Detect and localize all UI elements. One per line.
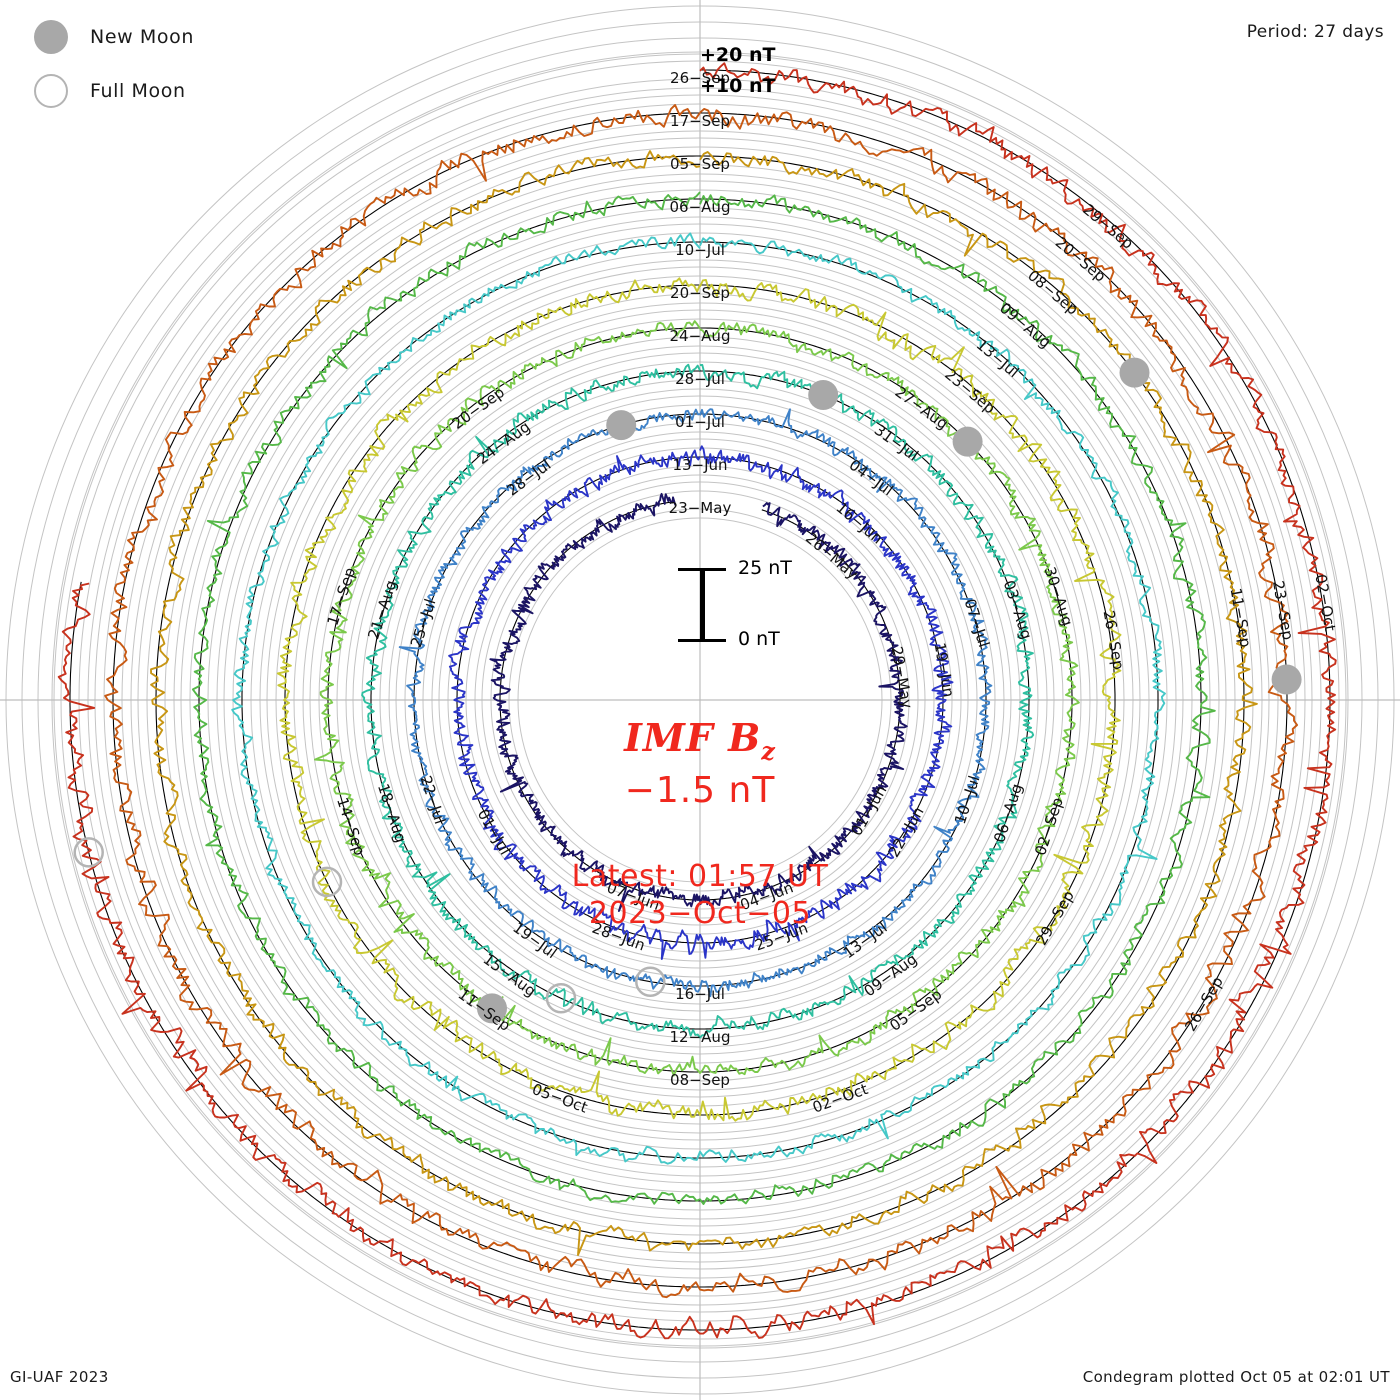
- scalebar-stem: [700, 568, 705, 642]
- scalebar-bottom-label: 0 nT: [738, 628, 780, 650]
- day-label: 16−Jun: [833, 498, 887, 547]
- day-label: 26−Sep: [670, 69, 730, 87]
- ring-label-plus10: +10 nT: [700, 75, 776, 97]
- period-label: Period: 27 days: [1246, 22, 1384, 42]
- scalebar-bottom-cap: [678, 639, 726, 642]
- day-label: 17−Sep: [324, 565, 360, 628]
- new-moon-icon: [34, 20, 68, 54]
- legend-item-full-moon: Full Moon: [24, 64, 364, 118]
- trace-rotation-1: [489, 492, 908, 912]
- day-label: 23−May: [669, 499, 732, 517]
- day-label: 13−Jun: [672, 456, 727, 474]
- day-label: 04−Jun: [738, 878, 796, 914]
- footer-credit: GI-UAF 2023: [10, 1368, 109, 1386]
- new-moon-marker-2: [1119, 357, 1150, 388]
- trace-rotation-4: [361, 363, 1035, 1039]
- day-label: 13−Jul: [973, 335, 1023, 381]
- day-label: 28−Jun: [590, 919, 648, 955]
- full-moon-marker-8: [635, 966, 666, 997]
- trace-rotation-9: [150, 150, 1258, 1256]
- baseline-arc-10: [112, 112, 1288, 1288]
- day-label: 30−Aug: [1041, 565, 1077, 629]
- new-moon-label: New Moon: [90, 26, 194, 48]
- full-moon-icon: [34, 74, 68, 108]
- day-label: 21−Aug: [364, 578, 400, 642]
- day-label: 12−Aug: [670, 1028, 731, 1046]
- baseline-arc-8: [198, 198, 1202, 1202]
- day-label: 10−Jul: [675, 241, 725, 259]
- baseline-arc-11: [69, 69, 1331, 1331]
- new-moon-marker-5: [477, 993, 507, 1024]
- trace-rotation-11: [57, 62, 1337, 1340]
- footer-plot-stamp: Condegram plotted Oct 05 at 02:01 UT: [1082, 1368, 1390, 1386]
- trace-rotation-3: [398, 408, 993, 998]
- day-label: 06−Aug: [670, 198, 731, 216]
- full-moon-marker-7: [311, 866, 343, 898]
- legend-item-new-moon: New Moon: [24, 10, 364, 64]
- day-label: 11−Sep: [1227, 587, 1255, 649]
- trace-rotation-6: [276, 277, 1122, 1122]
- full-moon-label: Full Moon: [90, 80, 186, 102]
- day-label: 16−Jul: [675, 985, 725, 1003]
- new-moon-marker-4: [952, 426, 983, 457]
- day-label: 17−Sep: [670, 112, 730, 130]
- trace-rotation-2: [448, 445, 954, 960]
- day-label: 14−Sep: [333, 795, 369, 858]
- moon-markers: [73, 357, 1302, 1024]
- trace-rotation-5: [313, 320, 1080, 1077]
- day-label: 20−Sep: [670, 284, 730, 302]
- day-label: 02−Oct: [810, 1080, 870, 1117]
- full-moon-marker-9: [545, 982, 577, 1014]
- moon-legend: New Moon Full Moon: [24, 10, 364, 118]
- day-label: 28−Jul: [675, 370, 725, 388]
- scalebar-top-cap: [678, 568, 726, 571]
- scalebar-top-label: 25 nT: [738, 557, 792, 579]
- full-moon-marker-6: [73, 837, 104, 868]
- data-traces: [57, 62, 1337, 1340]
- day-label: 25−Jun: [752, 919, 810, 955]
- amplitude-scalebar: 25 nT 0 nT: [670, 557, 860, 650]
- day-label: 18−Aug: [374, 781, 410, 845]
- new-moon-marker-3: [1271, 664, 1302, 695]
- ring-label-plus20: +20 nT: [700, 44, 776, 66]
- new-moon-marker-0: [808, 380, 839, 410]
- day-label: 03−Aug: [1000, 578, 1036, 642]
- day-label: 01−Jul: [474, 806, 514, 858]
- trace-rotation-8: [191, 191, 1216, 1205]
- trace-rotation-10: [104, 104, 1299, 1299]
- trace-rotation-7: [231, 232, 1166, 1165]
- day-label: 07−Jun: [604, 878, 662, 914]
- day-label: 02−Sep: [1031, 795, 1067, 858]
- day-label: 08−Sep: [670, 1071, 730, 1089]
- day-label: 06−Aug: [990, 781, 1026, 845]
- day-label: 24−Aug: [670, 327, 731, 345]
- day-label: 01−Jul: [675, 413, 725, 431]
- new-moon-marker-1: [606, 410, 637, 441]
- day-label: 05−Sep: [670, 155, 730, 173]
